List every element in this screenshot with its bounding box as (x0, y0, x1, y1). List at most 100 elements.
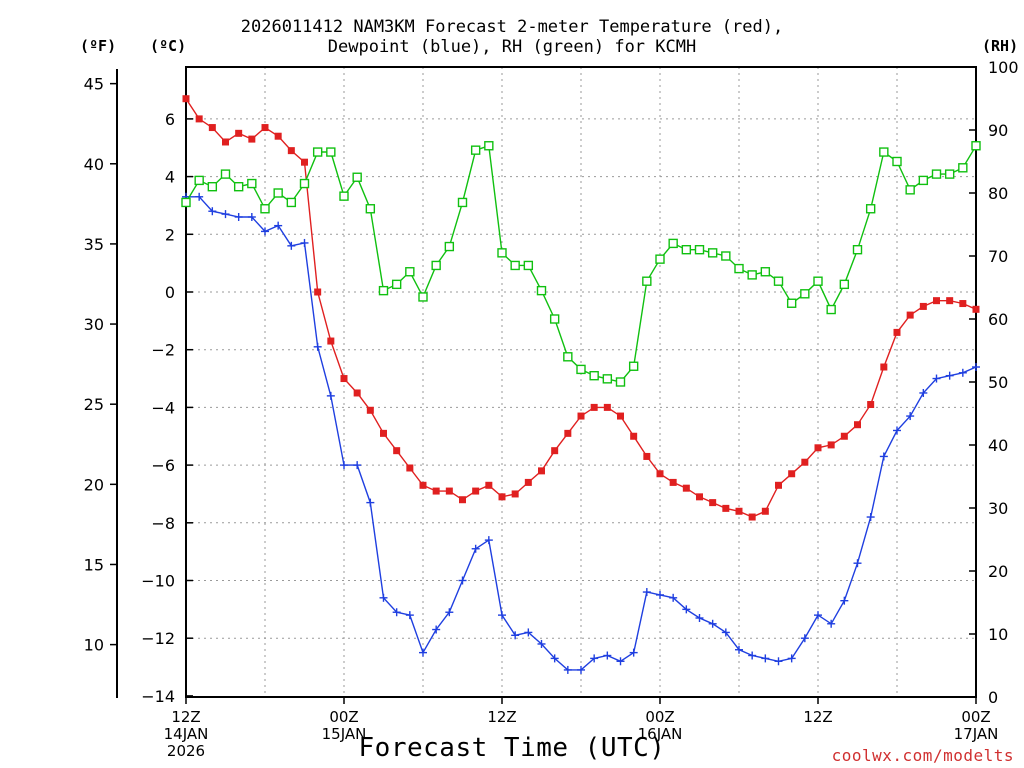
dewpoint-point (932, 374, 941, 383)
rh-point (931, 169, 942, 179)
rh-point (852, 244, 863, 255)
dewpoint-point (603, 651, 612, 660)
temperature-point (498, 493, 506, 501)
dewpoint-point (827, 619, 836, 628)
temperature-point (459, 496, 466, 504)
rh-tick-label: 50 (988, 373, 1008, 392)
celsius-tick-label: −4 (151, 398, 175, 417)
dewpoint-point (353, 461, 362, 470)
rh-point (286, 197, 297, 208)
temperature-point (577, 412, 585, 420)
dewpoint-point (287, 241, 296, 250)
dewpoint-point (537, 639, 546, 648)
dewpoint-point (735, 645, 743, 654)
dewpoint-point (682, 605, 691, 614)
temperature-point (524, 478, 532, 486)
rh-point (418, 292, 428, 302)
temperature-point (287, 147, 295, 155)
rh-point (444, 241, 455, 252)
rh-point (378, 285, 389, 296)
dewpoint-point (379, 593, 388, 602)
rh-point (181, 197, 191, 208)
rh-point (589, 371, 599, 381)
temperature-point (827, 441, 835, 449)
temperature-point (590, 403, 598, 411)
axes: 6420−2−4−6−8−10−12−144540353025201510100… (84, 58, 1019, 760)
dewpoint-point (958, 368, 967, 377)
rh-tick-label: 60 (988, 310, 1008, 329)
dewpoint-point (550, 654, 559, 663)
celsius-tick-label: −8 (151, 514, 175, 533)
dewpoint-point (616, 657, 625, 666)
x-tick-label: 12Z (803, 708, 832, 726)
rh-point (536, 285, 547, 296)
dewpoint-point (972, 363, 980, 372)
rh-point (312, 147, 323, 157)
rh-point (958, 163, 968, 173)
rh-tick-label: 10 (988, 625, 1008, 644)
temperature-point (775, 481, 782, 489)
dewpoint-point (274, 221, 283, 230)
rh-point (813, 276, 823, 286)
fahrenheit-tick-label: 20 (84, 475, 104, 494)
temperature-point (485, 481, 493, 489)
dewpoint-point (445, 608, 454, 617)
rh-point (734, 263, 744, 274)
temperature-point (274, 132, 282, 140)
dewpoint-point (195, 192, 204, 201)
temperature-point (327, 337, 335, 345)
rh-point (339, 191, 349, 201)
celsius-tick-label: 4 (165, 168, 175, 187)
rh-point (826, 304, 836, 315)
rh-tick-label: 100 (988, 58, 1019, 77)
rh-point (523, 260, 534, 271)
rh-point (721, 251, 731, 261)
rh-point (800, 289, 810, 299)
dewpoint-point (366, 498, 375, 507)
rh-point (247, 178, 257, 189)
rh-point (773, 276, 784, 286)
dewpoint-point (563, 665, 572, 674)
rh-point (484, 141, 494, 151)
temperature-point (919, 302, 927, 310)
temperature-point (564, 429, 572, 437)
temperature-point (669, 478, 677, 486)
temperature-point (867, 401, 875, 409)
fahrenheit-tick-label: 10 (84, 636, 104, 655)
dewpoint-point (234, 212, 243, 221)
celsius-tick-label: −12 (141, 629, 175, 648)
rh-point (786, 298, 797, 308)
x-tick-label: 15JAN (322, 725, 367, 743)
dewpoint-point (524, 628, 533, 637)
fahrenheit-tick-label: 25 (84, 395, 104, 414)
rh-point (431, 260, 441, 271)
dewpoint-point (458, 576, 467, 585)
temperature-point (972, 305, 980, 313)
temperature-series (182, 95, 980, 521)
temperature-point (603, 403, 611, 411)
credit-link[interactable]: coolwx.com/modelts (831, 746, 1014, 765)
rh-point (299, 178, 310, 189)
dewpoint-point (392, 608, 401, 617)
temperature-point (301, 158, 308, 166)
temperature-point (946, 297, 954, 305)
dewpoint-point (300, 238, 309, 247)
x-tick-label: 00Z (645, 708, 674, 726)
celsius-tick-label: −10 (141, 572, 175, 591)
rh-point (510, 260, 520, 271)
rh-point (457, 197, 468, 208)
rh-point (220, 169, 231, 179)
temperature-point (656, 470, 664, 478)
x-tick-label: 16JAN (638, 725, 683, 743)
temperature-point (801, 458, 809, 466)
temperature-point (893, 328, 901, 336)
fahrenheit-tick-label: 15 (84, 555, 104, 574)
temperature-point (432, 487, 440, 495)
rh-series (181, 141, 981, 387)
dewpoint-point (748, 651, 757, 660)
rh-point (944, 169, 955, 179)
temperature-point (709, 499, 717, 507)
dewpoint-point (247, 212, 256, 221)
x-axis-title: Forecast Time (UTC) (358, 733, 666, 763)
